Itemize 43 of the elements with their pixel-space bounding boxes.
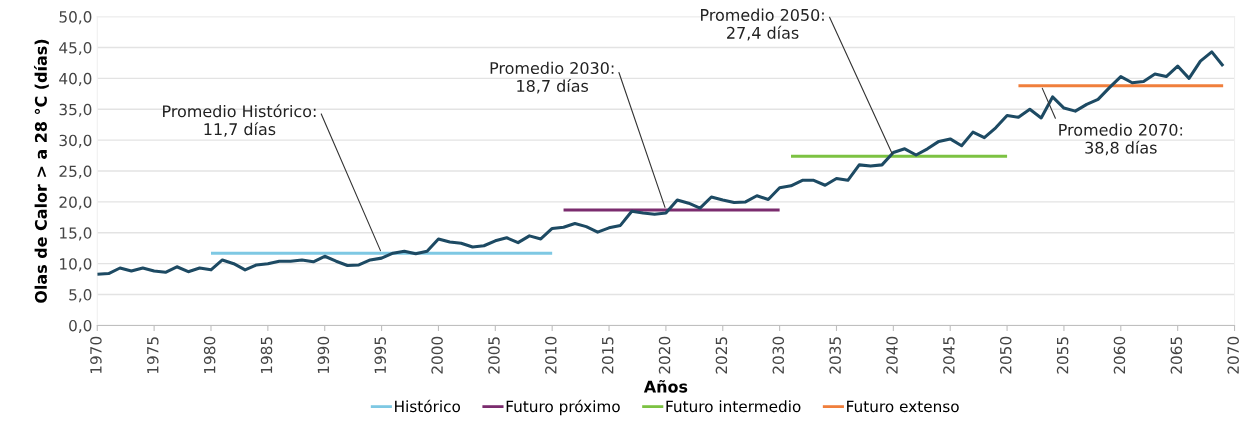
x-tick-label: 2070	[1227, 336, 1239, 374]
legend-label: Futuro intermedio	[666, 400, 801, 413]
x-tick-label: 2065	[1170, 337, 1183, 374]
y-tick-label: 50,0	[59, 11, 92, 25]
legend-label: Histórico	[395, 399, 461, 413]
y-axis-title: Olas de Calor > a 28 °C (días)	[33, 39, 49, 303]
y-tick-label: 45,0	[59, 41, 92, 56]
x-tick-label: 1995	[374, 337, 387, 374]
y-tick-label: 0,0	[69, 319, 92, 334]
line-series	[97, 50, 1225, 276]
x-tick-label: 2025	[715, 337, 728, 374]
x-tick-label: 2040	[886, 336, 898, 374]
x-tick-label: 2050	[999, 336, 1012, 374]
annotation: Promedio 2070: 38,8 días	[1059, 123, 1183, 156]
x-tick-label: 1985	[260, 337, 273, 374]
x-tick-label: 1975	[147, 337, 159, 374]
x-tick-label: 1980	[203, 336, 216, 374]
x-tick-label: 2030	[772, 336, 785, 374]
x-tick-label: 2000	[431, 336, 443, 374]
x-tick-label: 2060	[1113, 336, 1126, 374]
y-tick-label: 20,0	[59, 196, 92, 210]
y-tick-label: 10,0	[60, 258, 92, 272]
annotation: Promedio 2030: 18,7 días	[490, 61, 614, 94]
x-tick-label: 2035	[829, 337, 841, 374]
annotation: Promedio Histórico: 11,7 días	[163, 104, 316, 137]
y-tick-label: 35,0	[59, 103, 92, 117]
y-tick-label: 15,0	[60, 227, 92, 241]
x-axis-title: Años	[643, 380, 688, 393]
legend-label: Futuro extenso	[847, 400, 959, 413]
x-tick-label: 2020	[658, 336, 671, 374]
x-tick-label: 2045	[943, 337, 955, 374]
x-tick-label: 2005	[488, 337, 500, 374]
x-tick-label: 2010	[545, 336, 557, 374]
x-tick-label: 2015	[601, 337, 614, 374]
legend-label: Futuro próximo	[506, 399, 620, 416]
y-tick-label: 5,0	[69, 289, 92, 303]
y-tick-label: 25,0	[59, 165, 92, 179]
x-tick-label: 1990	[317, 336, 330, 374]
x-tick-label: 2055	[1056, 337, 1069, 374]
annotation: Promedio 2050: 27,4 días	[701, 8, 824, 41]
y-tick-label: 30,0	[59, 134, 92, 148]
y-tick-label: 40,0	[59, 72, 92, 86]
x-tick-label: 1970	[90, 336, 102, 374]
